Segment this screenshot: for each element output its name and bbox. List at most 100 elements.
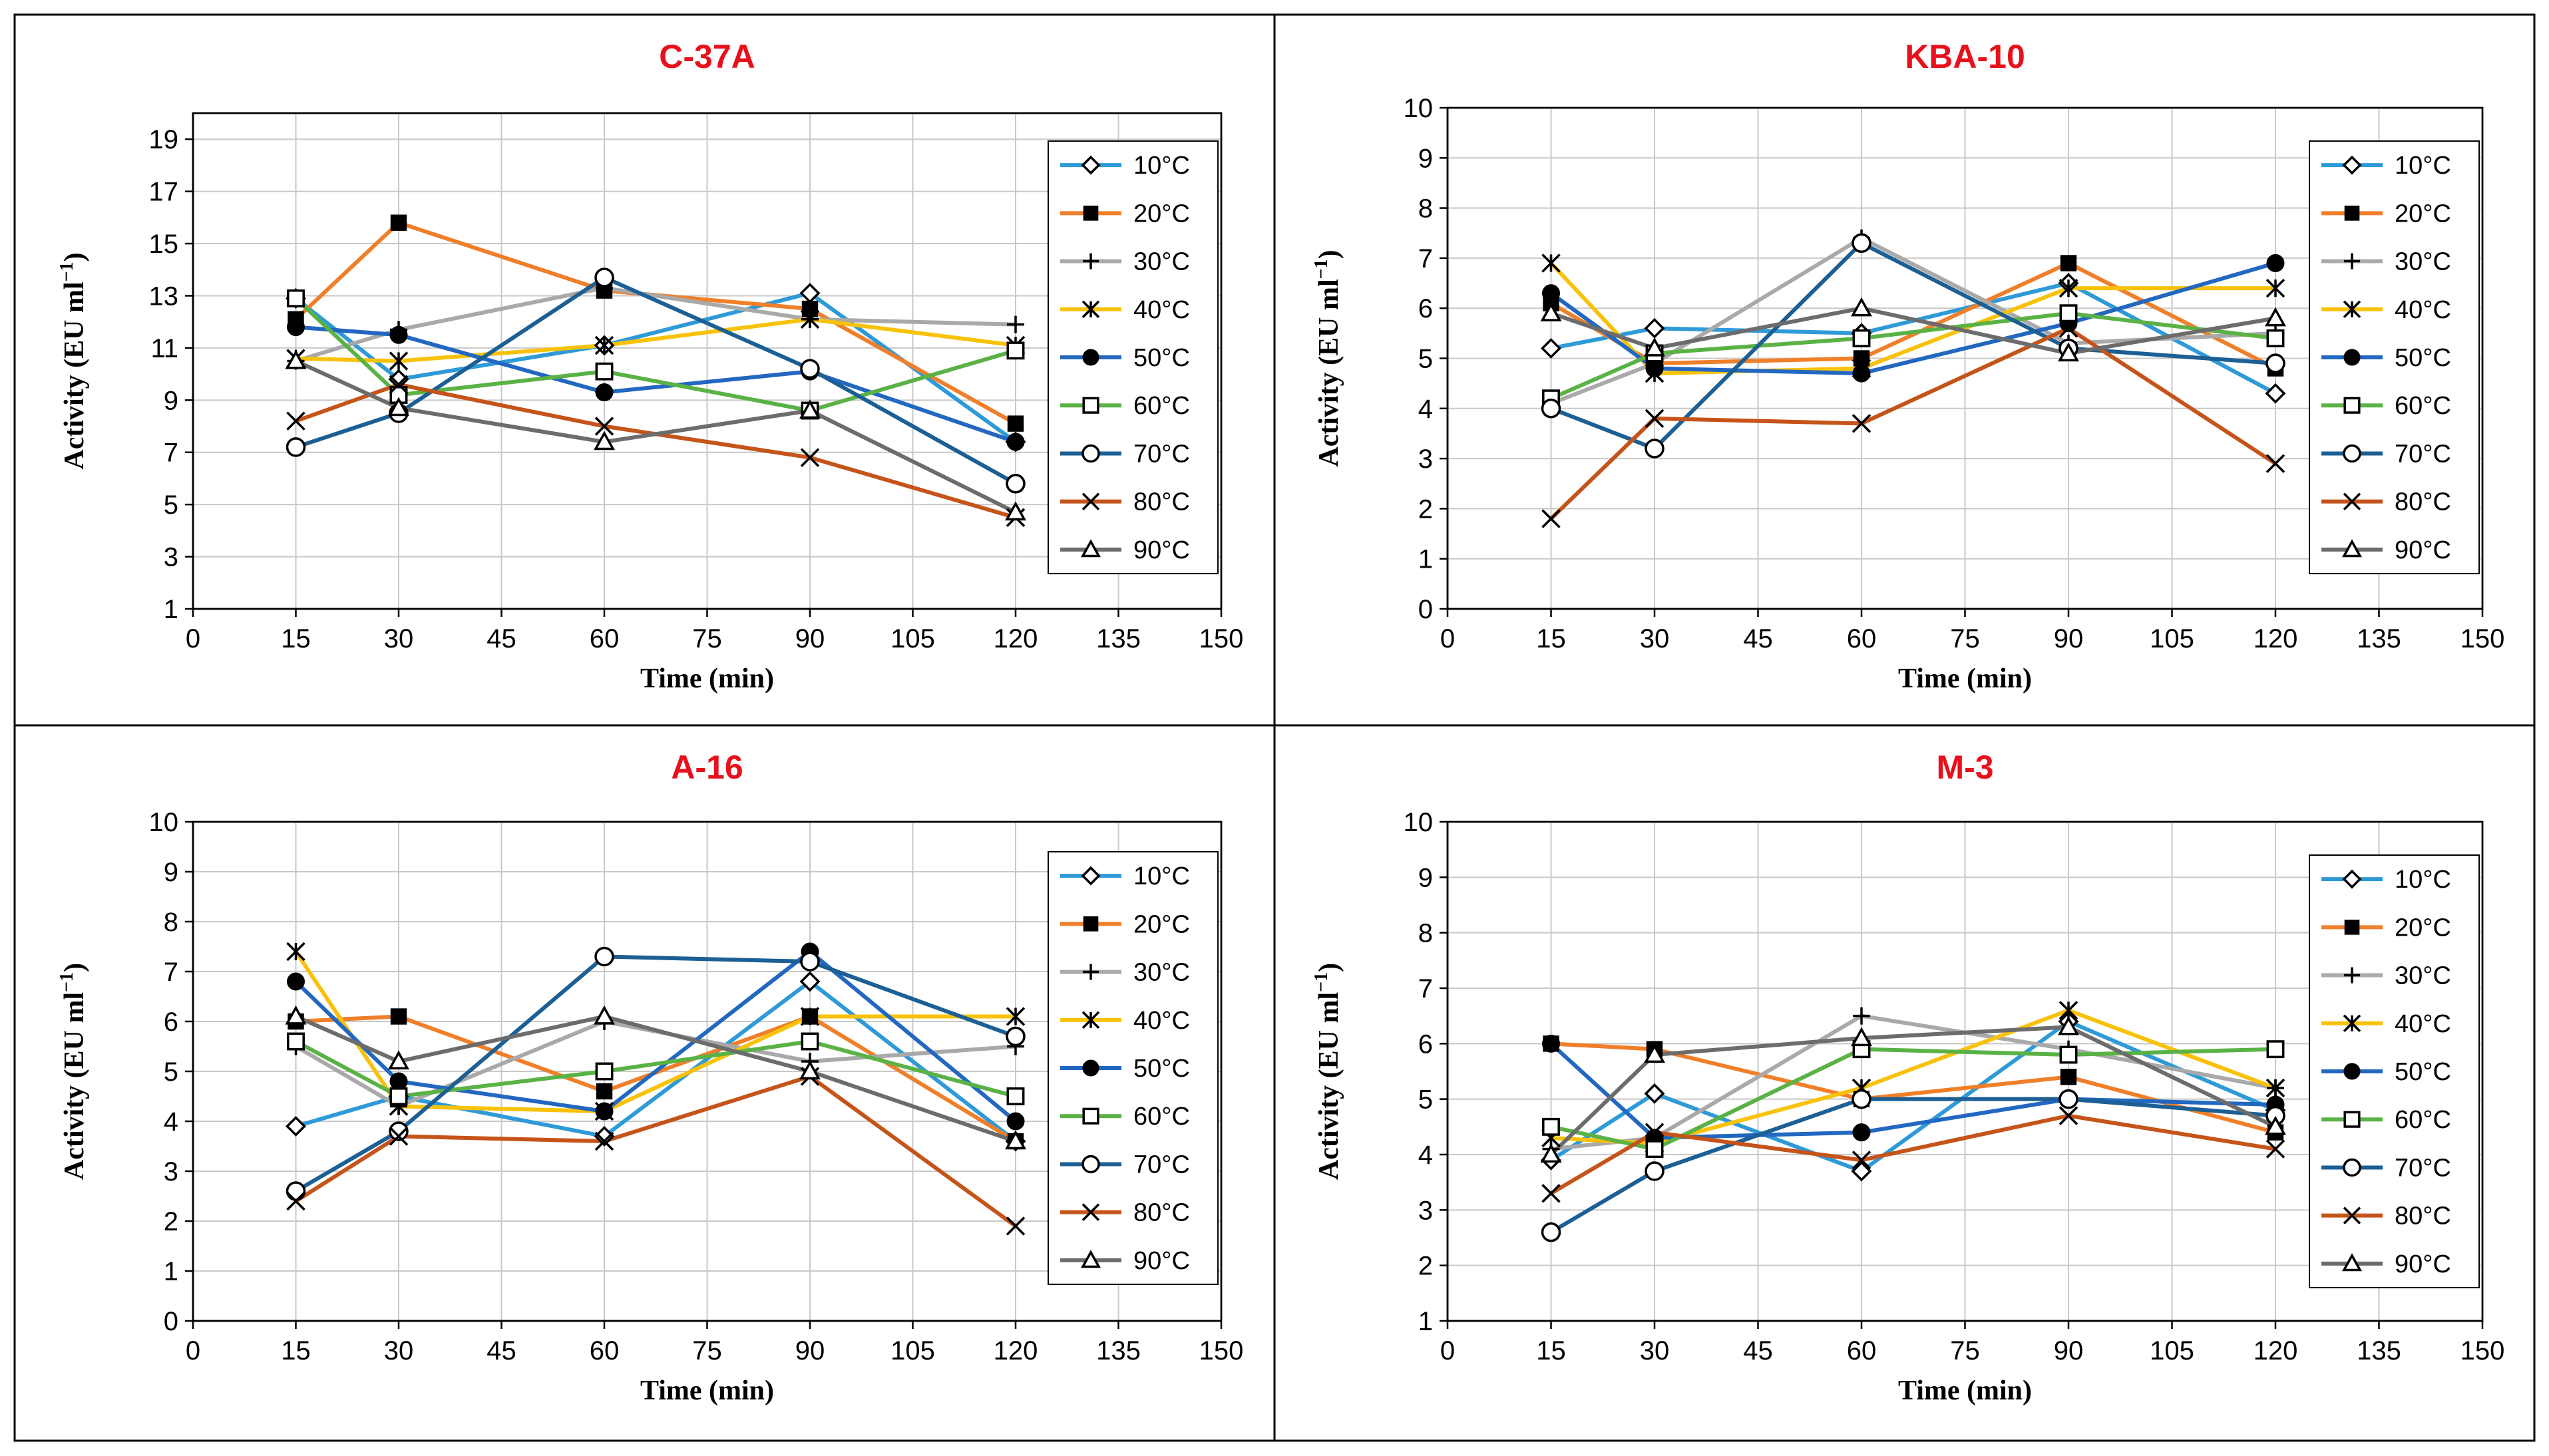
data-point [2265,1078,2285,1098]
x-tick-label: 150 [1199,1336,1244,1365]
legend-label: 60°C [2395,392,2451,420]
y-tick-label: 3 [1418,445,1433,474]
y-tick-label: 2 [1418,1252,1433,1281]
data-point [2059,1045,2078,1064]
legend-item: 10°C [2321,866,2451,894]
data-point [286,1116,306,1137]
data-point [388,1050,409,1070]
y-axis-label-superscript: −1 [57,262,77,281]
legend-marker [1081,300,1100,319]
legend-label: 30°C [1133,248,1190,276]
legend-label: 20°C [2395,914,2451,942]
y-tick-label: 6 [164,1007,178,1037]
y-axis-label: Activity (EU ml−1) [1311,250,1344,466]
data-point [1645,409,1665,429]
legend-item: 30°C [2321,248,2451,276]
legend-marker [1081,492,1100,510]
legend-item: 20°C [2321,200,2451,228]
legend-item: 10°C [1060,152,1190,180]
x-axis-label: Time (min) [640,663,774,694]
y-tick-label: 10 [149,808,179,837]
data-point [1542,1117,1560,1136]
y-axis-label-close: ) [1314,963,1344,972]
legend-label: 30°C [2395,248,2451,276]
data-point [2265,1115,2286,1135]
legend-marker [1083,206,1099,221]
legend-item: 70°C [2321,1154,2451,1182]
y-axis-label: Activity (EU ml−1) [57,252,90,469]
x-tick-label: 75 [1950,1336,1980,1365]
y-tick-label: 8 [1418,194,1433,224]
data-point [2265,278,2285,298]
y-tick-label: 10 [1404,808,1434,837]
y-axis-label: Activity (EU ml−1) [57,963,90,1180]
legend-label: 10°C [1133,152,1190,180]
data-point [389,1127,409,1146]
x-tick-label: 120 [994,1336,1038,1365]
data-point [1851,297,1872,317]
x-tick-label: 105 [890,1336,935,1365]
y-axis-label-superscript: −1 [1311,259,1332,279]
plot-border [1446,820,2484,1322]
legend-item: 70°C [1060,440,1190,468]
legend-item: 70°C [1060,1151,1190,1179]
x-tick-label: 15 [281,1336,311,1365]
legend-label: 30°C [1133,959,1190,987]
y-tick-label: 8 [1418,919,1433,948]
legend-marker [2342,539,2362,558]
data-point [1851,1161,1872,1182]
legend-marker [2343,1111,2361,1128]
x-tick-label: 15 [1536,624,1566,653]
legend-item: 80°C [2321,488,2451,516]
plot-border [192,820,1223,1322]
data-point [286,437,306,457]
x-tick-label: 15 [1536,1336,1566,1365]
legend-marker [2342,1253,2362,1272]
legend-label: 90°C [1133,536,1190,564]
legend-label: 50°C [2395,344,2451,372]
legend: 10°C 20°C 30°C 40°C 50°C 60°C 70°C 80°C 90°C [1048,140,1219,574]
y-tick-label: 3 [1418,1196,1433,1225]
data-point [594,335,614,355]
y-tick-label: 5 [1418,1085,1433,1115]
data-point [2059,304,2078,323]
data-point [800,309,820,329]
legend-label: 40°C [1133,1007,1190,1035]
data-point [2058,1015,2079,1035]
legend-marker [2343,1206,2361,1224]
y-tick-label: 8 [164,908,178,937]
legend-label: 20°C [2395,200,2451,228]
x-tick-label: 150 [1199,624,1244,653]
data-point [1006,1007,1026,1026]
data-point [2059,1089,2078,1109]
data-point [801,1032,819,1051]
data-point [799,971,821,992]
data-point [2265,1139,2285,1159]
legend-marker [1081,155,1101,175]
legend-marker [2344,253,2360,270]
legend-label: 10°C [2395,152,2451,180]
legend-marker [1081,444,1100,463]
data-point [1645,359,1664,378]
y-tick-label: 3 [164,543,178,572]
y-tick-label: 9 [1418,144,1433,173]
legend-item: 50°C [1060,1055,1190,1083]
x-tick-label: 150 [2460,1336,2505,1365]
x-tick-label: 60 [590,1336,620,1365]
legend-label: 30°C [2395,962,2451,990]
legend-marker [1083,253,1099,270]
legend-item: 60°C [2321,392,2451,420]
y-tick-label: 0 [1418,595,1433,624]
data-point [1644,337,1665,357]
legend-marker [1081,1155,1100,1174]
data-point [594,431,615,451]
legend-label: 20°C [1133,200,1190,228]
data-point [1645,1161,1665,1181]
data-point [286,1191,305,1211]
data-point [287,1032,305,1051]
x-tick-label: 45 [1743,624,1773,653]
plot-border [1446,106,2484,610]
